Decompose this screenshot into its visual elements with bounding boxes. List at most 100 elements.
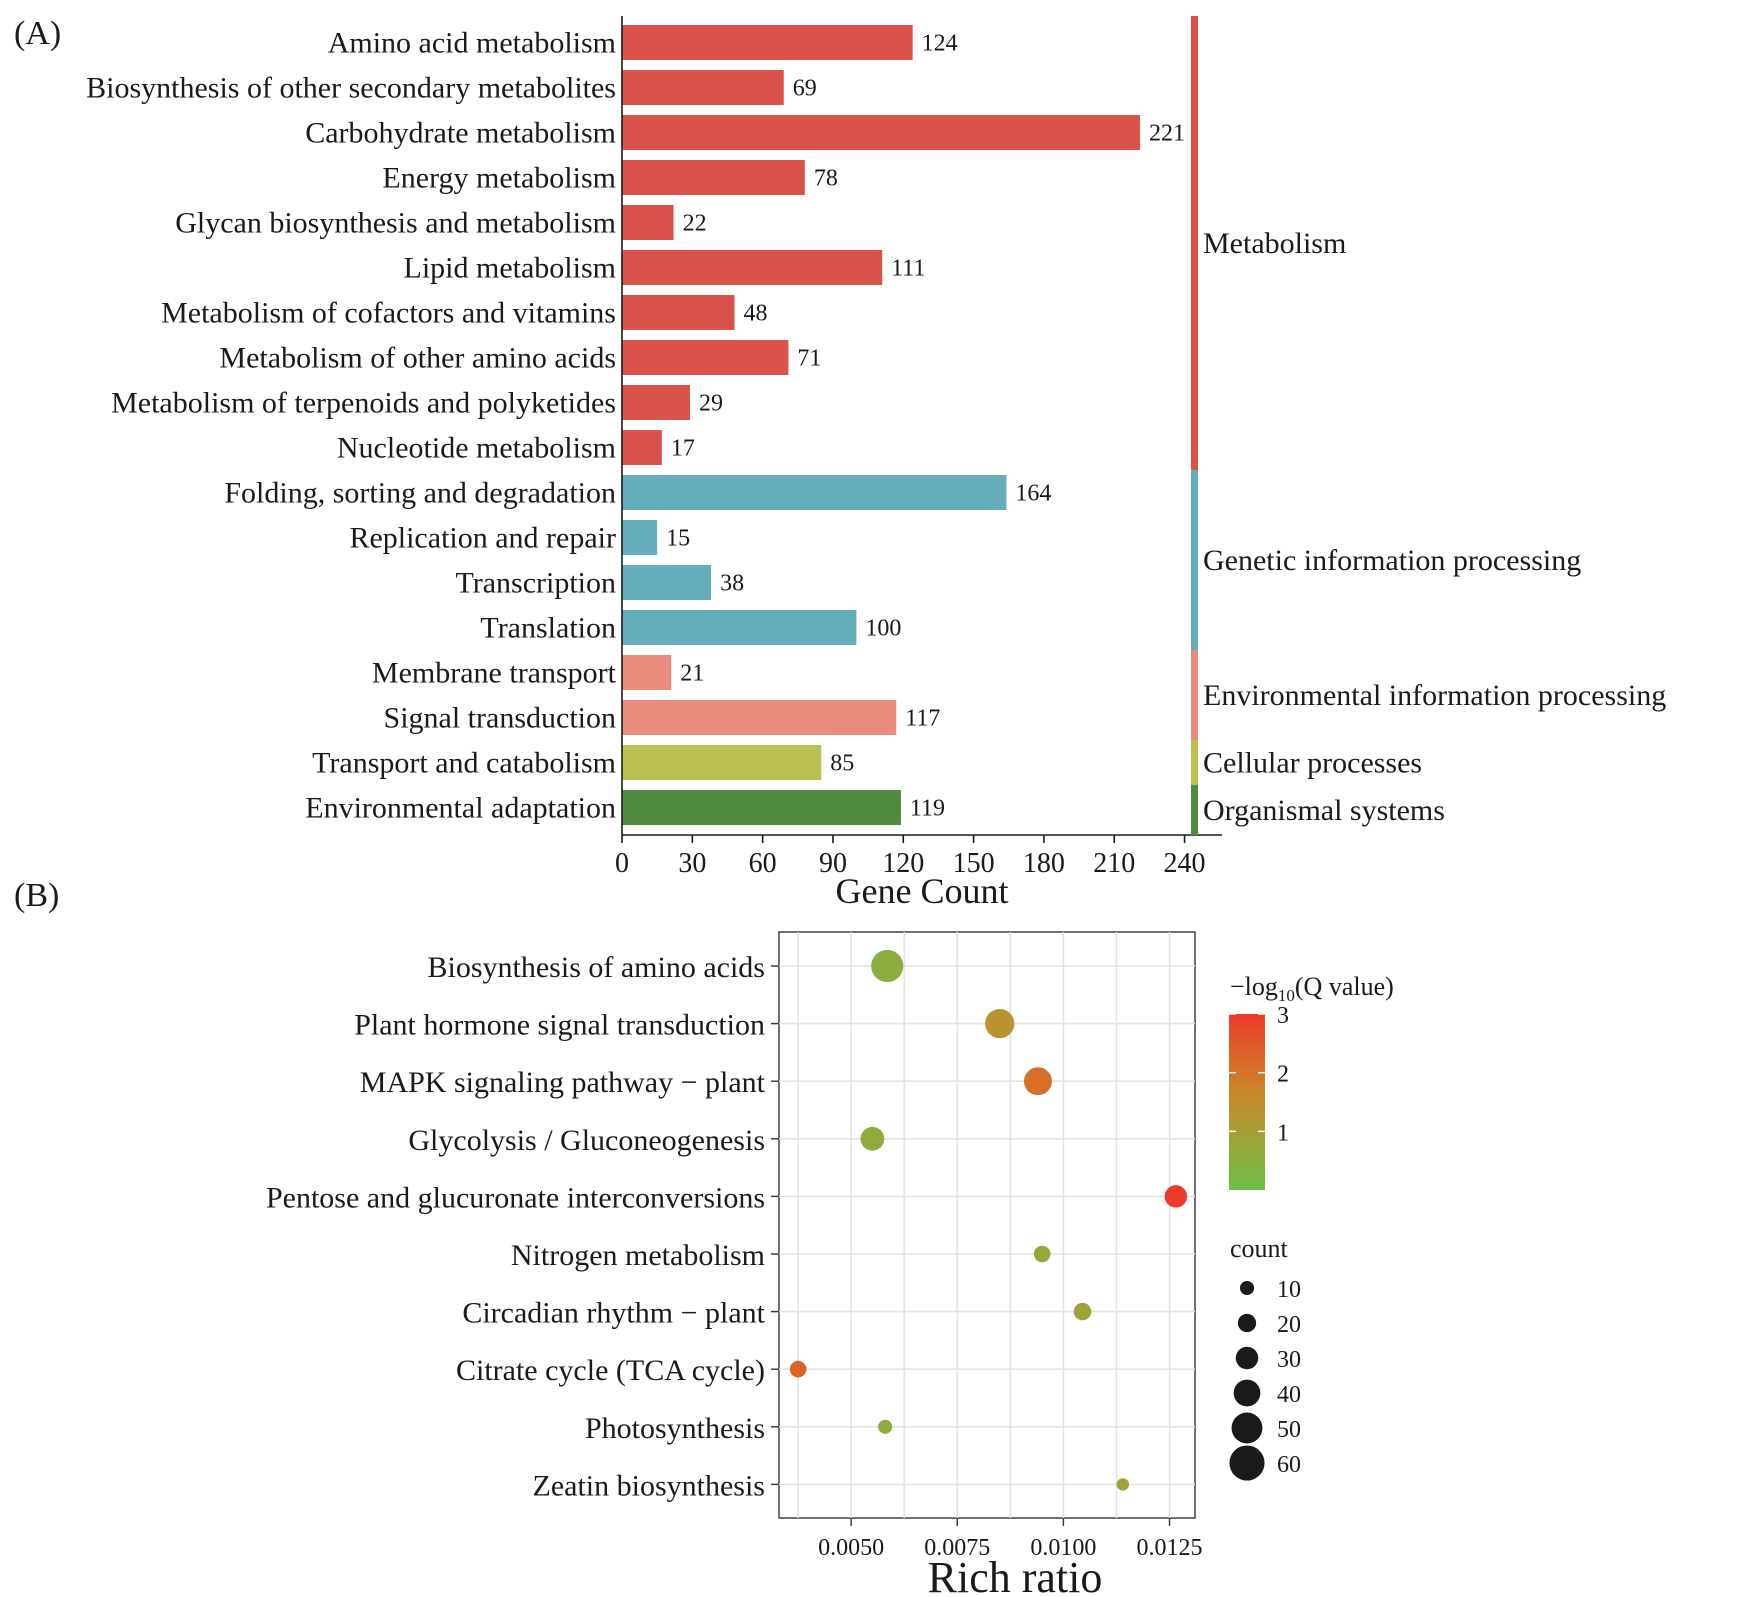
category-label: Pentose and glucuronate interconversions	[266, 1181, 765, 1214]
category-label: Transport and catabolism	[312, 747, 616, 780]
category-label: Photosynthesis	[585, 1412, 765, 1445]
category-label: Transcription	[455, 567, 616, 600]
value-label: 71	[797, 346, 821, 372]
value-label: 29	[699, 391, 723, 417]
x-tick-label: 60	[749, 848, 777, 879]
x-tick-label: 120	[882, 848, 924, 879]
value-label: 164	[1015, 481, 1051, 507]
data-point	[985, 1008, 1015, 1039]
category-label: Nitrogen metabolism	[511, 1239, 765, 1272]
value-label: 48	[744, 301, 768, 327]
panel-a-label: (A)	[14, 15, 61, 52]
value-label: 124	[922, 31, 958, 57]
x-tick-label: 210	[1093, 848, 1135, 879]
value-label: 111	[891, 256, 925, 282]
data-point	[1073, 1302, 1092, 1321]
x-tick-label: 90	[819, 848, 847, 879]
group-strip	[1191, 740, 1198, 785]
category-label: Carbohydrate metabolism	[305, 117, 616, 150]
bar	[622, 385, 690, 420]
value-label: 85	[830, 751, 854, 777]
data-point	[1033, 1245, 1051, 1263]
x-tick-label: 0.0125	[1137, 1535, 1203, 1561]
category-label: Replication and repair	[349, 522, 616, 555]
size-legend-title: count	[1230, 1234, 1289, 1263]
value-label: 100	[865, 616, 901, 642]
bar-chart: Amino acid metabolism 124 Biosynthesis of …	[86, 16, 1666, 911]
x-tick-label: 240	[1164, 848, 1206, 879]
category-label: Lipid metabolism	[404, 252, 616, 285]
category-label: Metabolism of cofactors and vitamins	[161, 297, 616, 330]
x-tick-label: 180	[1023, 848, 1065, 879]
color-bar	[1229, 1014, 1265, 1190]
color-legend-label: 1	[1277, 1120, 1289, 1146]
value-label: 78	[814, 166, 838, 192]
x-axis-title: Gene Count	[836, 871, 1009, 911]
color-legend-title: −log10(Q value)	[1230, 972, 1394, 1005]
value-label: 17	[671, 436, 695, 462]
group-label: Environmental information processing	[1203, 679, 1666, 712]
bar	[622, 565, 712, 600]
bar	[622, 610, 857, 645]
bar	[622, 790, 901, 825]
category-label: MAPK signaling pathway − plant	[360, 1066, 766, 1099]
bar	[622, 700, 897, 735]
size-legend-label: 40	[1277, 1382, 1301, 1408]
size-legend-dot	[1233, 1379, 1261, 1407]
size-legend-label: 10	[1277, 1277, 1301, 1303]
category-label: Zeatin biosynthesis	[533, 1469, 765, 1502]
value-label: 221	[1149, 121, 1185, 147]
size-legend-dot	[1235, 1346, 1259, 1370]
bar	[622, 430, 662, 465]
group-strip	[1191, 785, 1198, 835]
category-label: Environmental adaptation	[305, 792, 616, 825]
size-legend-dot	[1237, 1313, 1257, 1333]
category-label: Circadian rhythm − plant	[462, 1297, 765, 1330]
data-point	[1023, 1067, 1052, 1096]
size-legend-label: 30	[1277, 1347, 1301, 1373]
category-label: Folding, sorting and degradation	[224, 477, 616, 510]
panel-b-label: (B)	[14, 877, 59, 914]
group-strip	[1191, 470, 1198, 650]
category-label: Membrane transport	[372, 657, 617, 690]
color-legend-label: 3	[1277, 1003, 1289, 1029]
category-label: Plant hormone signal transduction	[354, 1009, 765, 1042]
x-tick-label: 150	[953, 848, 995, 879]
size-legend-dot	[1229, 1445, 1265, 1481]
data-point	[1116, 1478, 1130, 1491]
size-legend-label: 60	[1277, 1452, 1301, 1478]
bubble-chart: Biosynthesis of amino acids Plant hormone…	[266, 931, 1394, 1597]
size-legend-label: 20	[1277, 1312, 1301, 1338]
size-legend-dot	[1231, 1412, 1263, 1444]
x-tick-label: 0.0100	[1030, 1535, 1096, 1561]
x-tick-label: 0.0075	[924, 1535, 990, 1561]
bar	[622, 475, 1007, 510]
size-legend-label: 50	[1277, 1417, 1301, 1443]
x-tick-label: 0	[615, 848, 629, 879]
category-label: Translation	[480, 612, 616, 645]
value-label: 119	[910, 796, 945, 822]
bar	[622, 745, 822, 780]
category-label: Energy metabolism	[382, 162, 616, 195]
data-point	[860, 1126, 885, 1151]
x-tick-label: 0.0050	[818, 1535, 884, 1561]
value-label: 38	[720, 571, 744, 597]
color-legend-label: 2	[1277, 1062, 1289, 1088]
bar	[622, 115, 1141, 150]
category-label: Glycolysis / Gluconeogenesis	[408, 1124, 765, 1157]
x-tick-label: 30	[678, 848, 706, 879]
bar	[622, 520, 658, 555]
category-label: Biosynthesis of other secondary metaboli…	[86, 72, 616, 105]
group-label: Genetic information processing	[1203, 544, 1581, 577]
bar	[622, 250, 883, 285]
data-point	[871, 949, 904, 983]
bar	[622, 70, 784, 105]
category-label: Metabolism of terpenoids and polyketides	[111, 387, 616, 420]
value-label: 22	[683, 211, 707, 237]
bar	[622, 655, 672, 690]
data-point	[878, 1419, 893, 1434]
group-label: Organismal systems	[1203, 794, 1445, 827]
category-label: Citrate cycle (TCA cycle)	[456, 1354, 765, 1387]
group-label: Metabolism	[1203, 227, 1346, 260]
